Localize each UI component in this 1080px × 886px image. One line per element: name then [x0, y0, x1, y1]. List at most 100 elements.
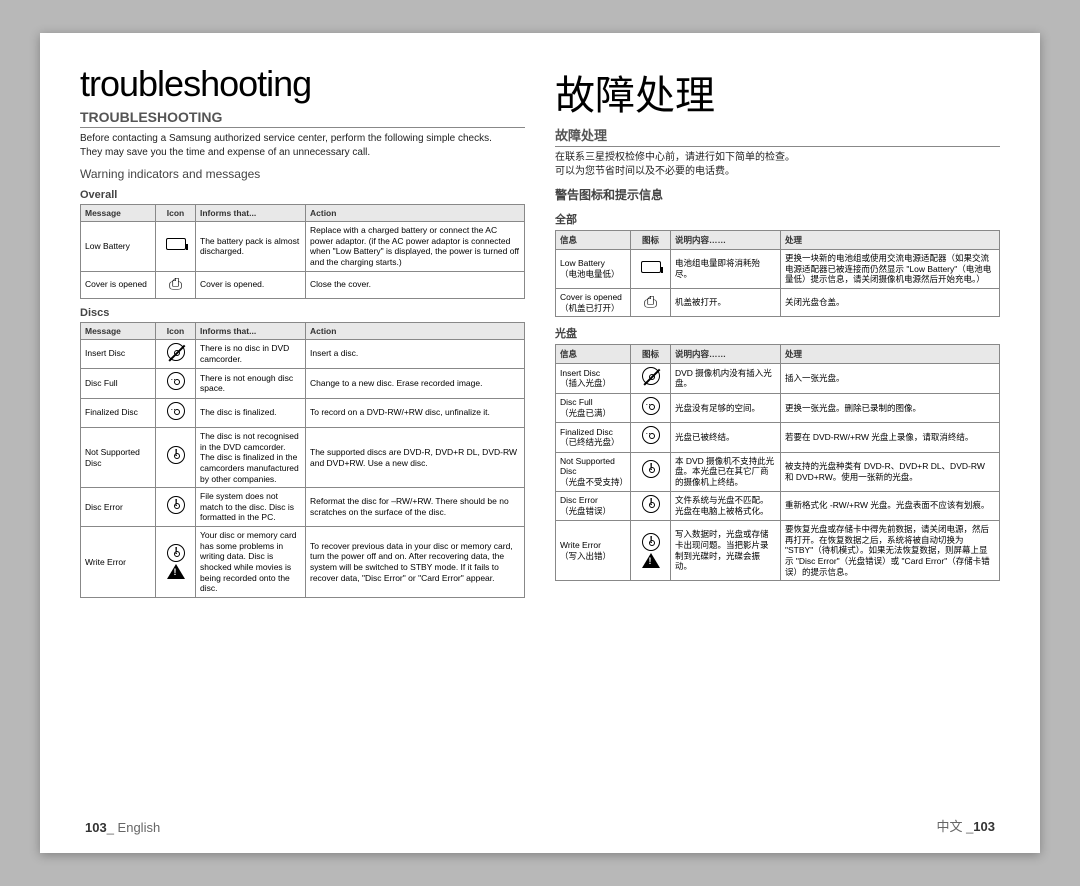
cell-action: 关闭光盘仓盖。 [781, 288, 1000, 316]
battery-icon [166, 238, 186, 250]
cell-message: Not Supported Disc （光盘不受支持） [556, 452, 631, 491]
th-informs: 说明内容…… [671, 345, 781, 364]
cell-informs: 文件系统与光盘不匹配。光盘在电脑上被格式化。 [671, 491, 781, 521]
cell-icon [156, 222, 196, 272]
cell-icon [631, 364, 671, 394]
section-title-en: TROUBLESHOOTING [80, 109, 525, 128]
table-row: Cover is opened⎙Cover is opened.Close th… [81, 271, 525, 298]
cell-action: 更换一张光盘。删除已录制的图像。 [781, 393, 1000, 423]
footer-lang-right: 中文 [936, 819, 962, 834]
cell-informs: Cover is opened. [196, 271, 306, 298]
th-message: 信息 [556, 231, 631, 250]
footer-right: 中文 _103 [936, 816, 995, 835]
table-row: Cover is opened （机盖已打开）⎙机盖被打开。关闭光盘仓盖。 [556, 288, 1000, 316]
page-number-right: 103 [973, 819, 995, 834]
cell-action: 插入一张光盘。 [781, 364, 1000, 394]
cell-message: Not Supported Disc [81, 428, 156, 488]
cell-action: 若要在 DVD-RW/+RW 光盘上录像，请取消终结。 [781, 423, 1000, 453]
disc-warn-icon [167, 544, 185, 562]
cell-message: Disc Error （光盘错误） [556, 491, 631, 521]
table-row: Not Supported Disc The disc is not recogn… [81, 428, 525, 488]
disc-warn-icon [642, 533, 660, 551]
cell-informs: There is no disc in DVD camcorder. [196, 339, 306, 369]
th-icon: 图标 [631, 345, 671, 364]
table-row: Low Battery （电池电量低） 电池组电量即将消耗殆尽。更换一块新的电池组… [556, 250, 1000, 289]
disc-dots-icon [167, 402, 185, 420]
table-row: Insert Disc There is no disc in DVD camco… [81, 339, 525, 369]
right-column-chinese: 故障处理 故障处理 在联系三星授权检修中心前，请进行如下简单的检查。 可以为您节… [555, 63, 1000, 823]
cell-icon [631, 423, 671, 453]
manual-page: troubleshooting TROUBLESHOOTING Before c… [40, 33, 1040, 853]
table-row: Finalized Disc （已终结光盘）光盘已被终结。若要在 DVD-RW/… [556, 423, 1000, 453]
cell-message: Low Battery （电池电量低） [556, 250, 631, 289]
cell-informs: DVD 摄像机内没有插入光盘。 [671, 364, 781, 394]
th-action: Action [306, 205, 525, 222]
overall-table-en: Message Icon Informs that... Action Low … [80, 204, 525, 299]
th-action: 处理 [781, 345, 1000, 364]
main-title-ch: 故障处理 [555, 63, 1000, 121]
discs-tbody-en: Insert Disc There is no disc in DVD camco… [81, 339, 525, 597]
cell-message: Low Battery [81, 222, 156, 272]
cell-icon [156, 369, 196, 399]
cell-action: Insert a disc. [306, 339, 525, 369]
cell-icon [156, 527, 196, 598]
table-header-row: Message Icon Informs that... Action [81, 205, 525, 222]
th-informs: Informs that... [196, 205, 306, 222]
cell-icon: ⎙ [156, 271, 196, 298]
cell-informs: 电池组电量即将消耗殆尽。 [671, 250, 781, 289]
overall-title-ch: 全部 [555, 211, 1000, 227]
main-title-en: troubleshooting [80, 63, 525, 105]
table-header-row: 信息 图标 说明内容…… 处理 [556, 345, 1000, 364]
footer-lang-left: English [118, 820, 161, 835]
intro-text-ch: 在联系三星授权检修中心前，请进行如下简单的检查。 可以为您节省时间以及不必要的电… [555, 151, 1000, 178]
table-row: Disc Full （光盘已满）光盘没有足够的空间。更换一张光盘。删除已录制的图… [556, 393, 1000, 423]
th-informs: Informs that... [196, 322, 306, 339]
warning-triangle-icon [167, 564, 185, 579]
warning-triangle-icon [642, 553, 660, 568]
cell-informs: Your disc or memory card has some proble… [196, 527, 306, 598]
disc-dots-icon [167, 372, 185, 390]
disc-warn-icon [167, 496, 185, 514]
cell-icon: ⎙ [631, 288, 671, 316]
cell-action: Close the cover. [306, 271, 525, 298]
cell-action: Change to a new disc. Erase recorded ima… [306, 369, 525, 399]
subheading-ch: 警告图标和提示信息 [555, 186, 1000, 203]
cell-action: To record on a DVD-RW/+RW disc, unfinali… [306, 398, 525, 428]
cell-message: Write Error （写入出错） [556, 521, 631, 581]
cell-action: To recover previous data in your disc or… [306, 527, 525, 598]
table-header-row: Message Icon Informs that... Action [81, 322, 525, 339]
cell-message: Finalized Disc [81, 398, 156, 428]
cell-informs: There is not enough disc space. [196, 369, 306, 399]
cell-message: Disc Full [81, 369, 156, 399]
section-title-ch: 故障处理 [555, 125, 1000, 147]
th-message: Message [81, 322, 156, 339]
cell-message: Write Error [81, 527, 156, 598]
discs-table-en: Message Icon Informs that... Action Inse… [80, 322, 525, 598]
cell-message: Insert Disc （插入光盘） [556, 364, 631, 394]
disc-slash-icon [642, 367, 660, 385]
disc-warn-icon [642, 460, 660, 478]
cell-icon [156, 339, 196, 369]
discs-title-ch: 光盘 [555, 325, 1000, 341]
table-row: Not Supported Disc （光盘不受支持）本 DVD 摄像机不支持此… [556, 452, 1000, 491]
discs-title-en: Discs [80, 307, 525, 319]
cell-informs: The disc is not recognised in the DVD ca… [196, 428, 306, 488]
table-row: Disc Error File system does not match to … [81, 488, 525, 527]
discs-table-ch: 信息 图标 说明内容…… 处理 Insert Disc （插入光盘） DVD 摄像… [555, 344, 1000, 581]
cell-informs: 机盖被打开。 [671, 288, 781, 316]
discs-tbody-ch: Insert Disc （插入光盘） DVD 摄像机内没有插入光盘。插入一张光盘。… [556, 364, 1000, 581]
cell-message: Insert Disc [81, 339, 156, 369]
battery-icon [641, 261, 661, 273]
cell-action: Reformat the disc for –RW/+RW. There sho… [306, 488, 525, 527]
intro-text-en: Before contacting a Samsung authorized s… [80, 132, 525, 159]
cell-message: Disc Error [81, 488, 156, 527]
cell-action: 更换一块新的电池组或使用交流电源适配器（如果交流电源适配器已被连接而仍然显示 "… [781, 250, 1000, 289]
cell-icon [631, 491, 671, 521]
cell-action: Replace with a charged battery or connec… [306, 222, 525, 272]
cell-informs: File system does not match to the disc. … [196, 488, 306, 527]
cell-action: 被支持的光盘种类有 DVD-R、DVD+R DL、DVD-RW 和 DVD+RW… [781, 452, 1000, 491]
disc-warn-icon [642, 495, 660, 513]
th-action: 处理 [781, 231, 1000, 250]
cell-informs: 写入数据时，光盘或存储卡出现问题。当把影片录制到光碟时，光碟会振动。 [671, 521, 781, 581]
cell-message: Disc Full （光盘已满） [556, 393, 631, 423]
